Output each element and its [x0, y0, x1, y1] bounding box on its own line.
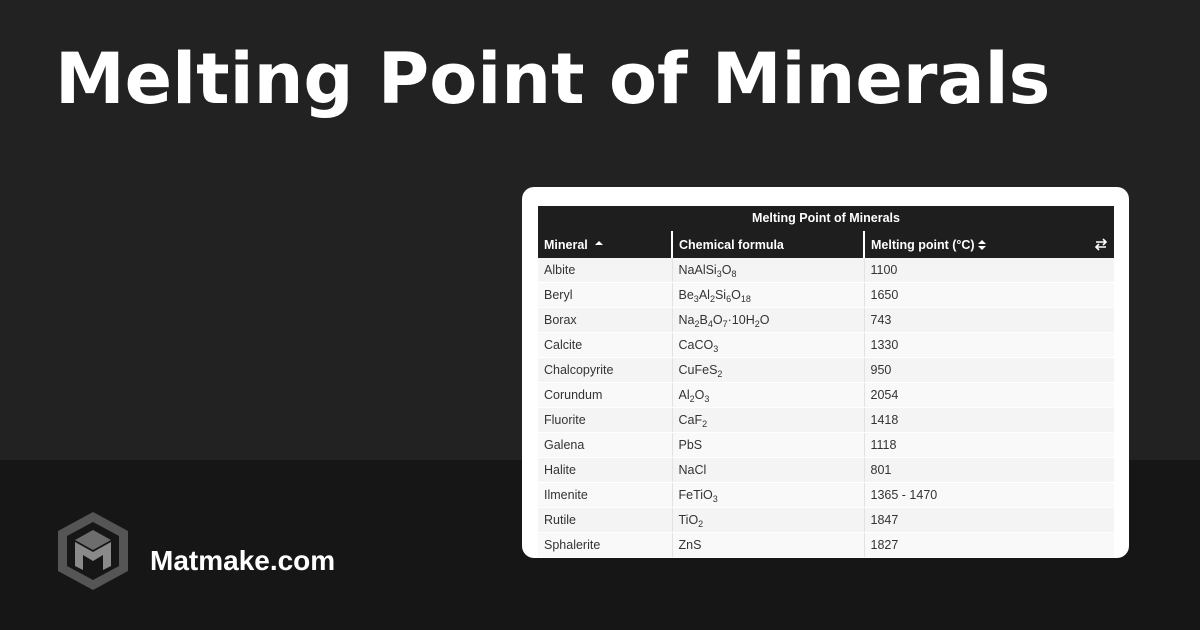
formula-cell: ZnS: [671, 532, 864, 558]
formula-cell: Al2O3: [671, 382, 864, 408]
mineral-cell: Halite: [538, 457, 672, 483]
mineral-cell: Rutile: [538, 507, 672, 533]
sort-asc-icon: [595, 241, 603, 245]
formula-cell: PbS: [671, 432, 864, 458]
brand-logo: [58, 512, 128, 590]
header-row: Mineral Chemical formula Melting point (…: [538, 231, 1114, 258]
column-label: Melting point (°C): [871, 237, 975, 252]
melting-point-cell: 2054: [863, 382, 1114, 408]
mineral-cell: Calcite: [538, 332, 672, 358]
mineral-cell: Corundum: [538, 382, 672, 408]
column-header[interactable]: Mineral: [538, 231, 672, 258]
melting-point-cell: 1118: [863, 432, 1114, 458]
formula-cell: NaAlSi3O8: [671, 258, 864, 283]
formula-cell: CaCO3: [671, 332, 864, 358]
formula-cell: TiO2: [671, 507, 864, 533]
table-row: Galena PbS 1118: [538, 432, 1114, 458]
melting-point-cell: 1100: [863, 258, 1114, 283]
table-row: Beryl Be3Al2Si6O18 1650: [538, 282, 1114, 308]
formula-cell: Na2B4O7·10H2O: [671, 307, 864, 333]
formula-cell: CaF2: [671, 407, 864, 433]
swap-icon[interactable]: [1094, 238, 1108, 251]
table-row: Rutile TiO2 1847: [538, 507, 1114, 533]
column-header[interactable]: Chemical formula: [671, 231, 864, 258]
column-header[interactable]: Melting point (°C): [863, 231, 1114, 258]
formula-cell: FeTiO3: [671, 482, 864, 508]
mineral-cell: Beryl: [538, 282, 672, 308]
mineral-cell: Ilmenite: [538, 482, 672, 508]
melting-point-cell: 1365 - 1470: [863, 482, 1114, 508]
melting-point-cell: 1827: [863, 532, 1114, 558]
table-row: Sphalerite ZnS 1827: [538, 532, 1114, 558]
column-label: Chemical formula: [679, 237, 784, 252]
mineral-cell: Fluorite: [538, 407, 672, 433]
formula-cell: CuFeS2: [671, 357, 864, 383]
table-card: Melting Point of Minerals Mineral Chemic…: [522, 187, 1129, 558]
melting-point-cell: 1418: [863, 407, 1114, 433]
table-row: Chalcopyrite CuFeS2 950: [538, 357, 1114, 383]
melting-point-cell: 1847: [863, 507, 1114, 533]
sort-icon: [978, 240, 986, 250]
table-row: Albite NaAlSi3O8 1100: [538, 258, 1114, 283]
table-row: Borax Na2B4O7·10H2O 743: [538, 307, 1114, 333]
formula-cell: Be3Al2Si6O18: [671, 282, 864, 308]
mineral-cell: Sphalerite: [538, 532, 672, 558]
formula-cell: NaCl: [671, 457, 864, 483]
table-row: Corundum Al2O3 2054: [538, 382, 1114, 408]
mineral-cell: Chalcopyrite: [538, 357, 672, 383]
melting-point-cell: 950: [863, 357, 1114, 383]
mineral-cell: Galena: [538, 432, 672, 458]
melting-point-cell: 1330: [863, 332, 1114, 358]
table-row: Halite NaCl 801: [538, 457, 1114, 483]
page-title: Melting Point of Minerals: [55, 38, 1051, 120]
table-row: Fluorite CaF2 1418: [538, 407, 1114, 433]
mineral-cell: Borax: [538, 307, 672, 333]
data-table: Melting Point of Minerals Mineral Chemic…: [538, 206, 1114, 558]
column-label: Mineral: [544, 237, 588, 252]
melting-point-cell: 743: [863, 307, 1114, 333]
table-row: Ilmenite FeTiO3 1365 - 1470: [538, 482, 1114, 508]
table-row: Calcite CaCO3 1330: [538, 332, 1114, 358]
mineral-cell: Albite: [538, 258, 672, 283]
melting-point-cell: 1650: [863, 282, 1114, 308]
melting-point-cell: 801: [863, 457, 1114, 483]
table-caption: Melting Point of Minerals: [538, 206, 1114, 231]
brand-name: Matmake.com: [150, 545, 336, 576]
